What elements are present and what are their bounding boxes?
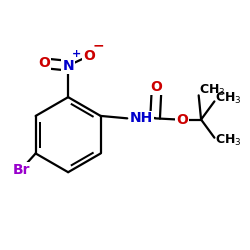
Text: −: − (92, 38, 104, 52)
Text: Br: Br (12, 164, 30, 177)
Text: N: N (62, 59, 74, 73)
Text: CH$_3$: CH$_3$ (215, 133, 242, 148)
Text: O: O (38, 56, 50, 70)
Text: CH$_3$: CH$_3$ (215, 91, 242, 106)
Text: +: + (72, 49, 81, 59)
Text: O: O (176, 112, 188, 126)
Text: NH: NH (130, 111, 153, 125)
Text: CH$_3$: CH$_3$ (200, 82, 226, 98)
Text: O: O (150, 80, 162, 94)
Text: O: O (83, 49, 95, 63)
